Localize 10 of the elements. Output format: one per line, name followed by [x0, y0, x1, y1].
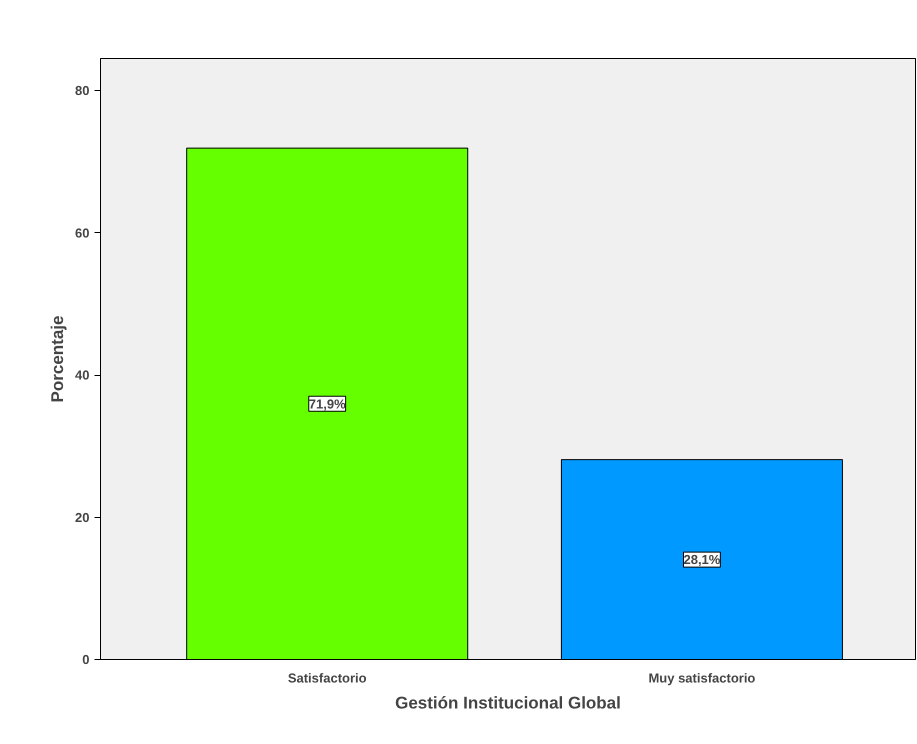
x-axis-title: Gestión Institucional Global	[395, 694, 621, 712]
y-tick-label: 20	[75, 510, 90, 525]
y-tick-label: 0	[82, 652, 90, 667]
x-tick-label: Muy satisfactorio	[648, 670, 756, 686]
y-tick-label: 40	[75, 368, 90, 383]
y-axis-title: Porcentaje	[48, 316, 68, 402]
x-tick-label: Satisfactorio	[288, 670, 367, 686]
data-label: 28,1%	[683, 552, 721, 568]
y-tick-label: 80	[75, 83, 90, 98]
y-tick-label: 60	[75, 225, 90, 240]
